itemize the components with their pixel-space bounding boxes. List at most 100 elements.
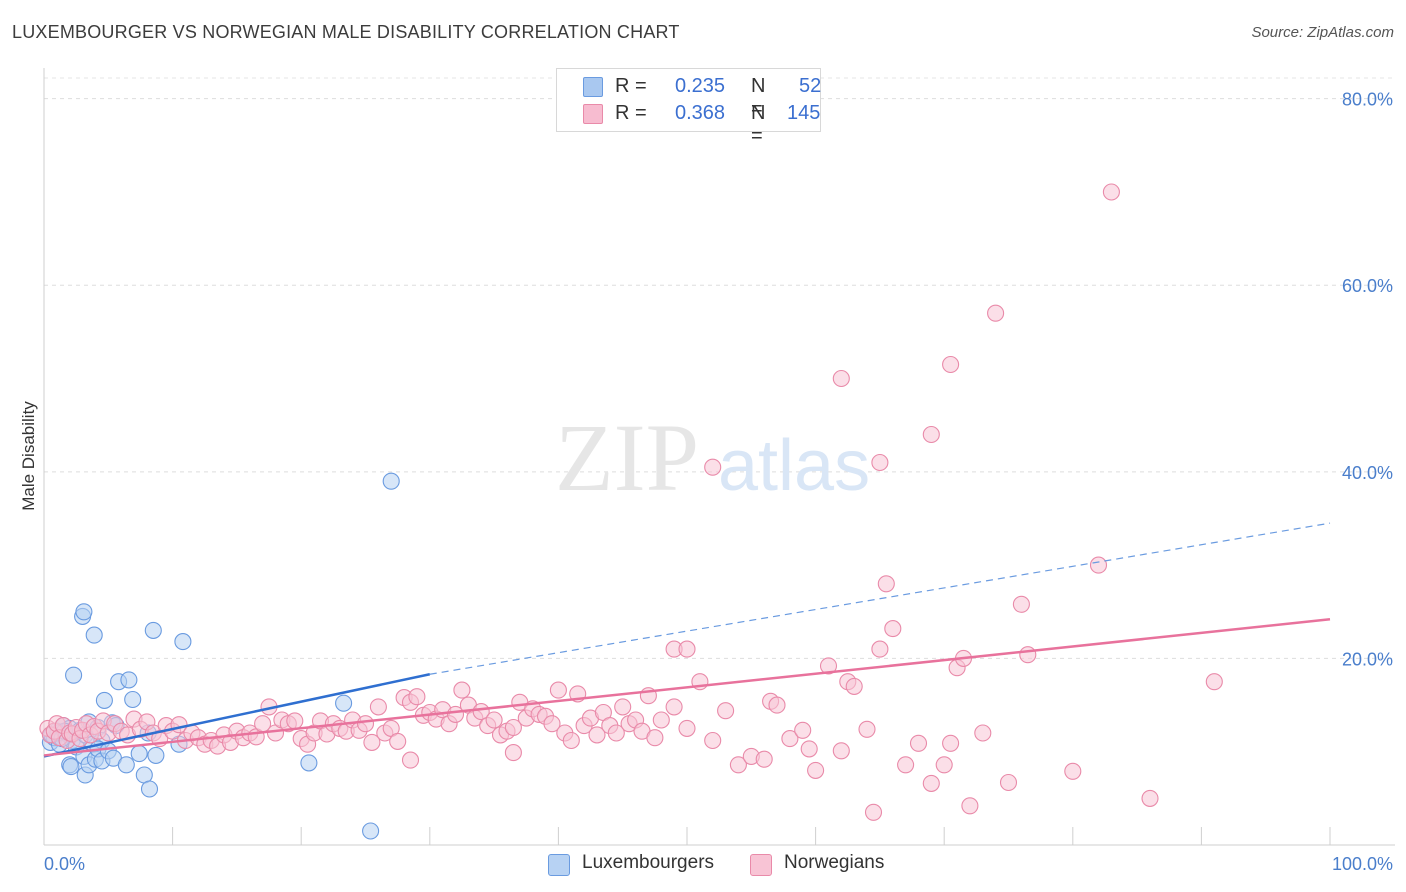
norwegian-point (922, 774, 940, 792)
norwegian-point (897, 756, 915, 774)
norwegian-point (871, 640, 889, 658)
y-axis-label: Male Disability (19, 401, 38, 511)
luxembourger-trend-line (43, 673, 431, 758)
trend-lines (43, 522, 1331, 758)
norwegian-point (1012, 595, 1030, 613)
legend-swatch-pink (583, 104, 603, 124)
norwegian-point (755, 750, 773, 768)
norwegian-point (729, 756, 747, 774)
tick-labels: 20.0% 40.0% 60.0% 80.0% 0.0% 100.0% (44, 90, 1393, 874)
luxembourger-trend-extension (429, 522, 1331, 675)
luxembourger-point (362, 822, 380, 840)
norwegian-point (807, 761, 825, 779)
bottom-legend-swatch-pink (750, 854, 772, 876)
norwegian-point (717, 702, 735, 720)
luxembourger-point (85, 626, 103, 644)
norwegian-point (453, 681, 471, 699)
luxembourger-point (300, 754, 318, 772)
norwegian-point (794, 721, 812, 739)
norwegian-point (562, 731, 580, 750)
luxembourger-point (117, 756, 135, 774)
source-credit: Source: ZipAtlas.com (1251, 24, 1394, 41)
norwegian-point (401, 751, 420, 769)
luxembourger-point (124, 690, 142, 709)
luxembourger-point (62, 758, 80, 776)
norwegian-point (369, 698, 387, 716)
legend-n-value: 145 (787, 102, 821, 124)
norwegian-point (614, 698, 632, 716)
norwegian-point (858, 720, 876, 738)
luxembourger-point (140, 780, 159, 798)
bottom-legend-label: Norwegians (784, 852, 885, 873)
legend-r-label: R = (615, 75, 647, 97)
legend-n-label: N = (751, 102, 766, 147)
luxembourger-point (147, 746, 165, 764)
legend-r-value: 0.368 (675, 102, 726, 124)
norwegian-point (832, 369, 850, 388)
norwegian-point (974, 724, 992, 742)
norwegian-point (588, 726, 606, 744)
luxembourger-point (95, 691, 113, 709)
legend-n-value: 52 (799, 75, 822, 97)
x-tick-label-min: 0.0% (44, 854, 85, 874)
legend-r-label: R = (615, 102, 647, 124)
norwegian-point (549, 681, 567, 699)
norwegian-point (356, 715, 375, 733)
watermark-atlas: atlas (718, 426, 870, 506)
norwegian-trend-line (43, 617, 1331, 757)
norwegian-point (922, 425, 940, 444)
norwegian-point (1205, 673, 1223, 691)
norwegian-point (909, 734, 928, 752)
norwegian-point (408, 688, 426, 706)
norwegian-point (607, 724, 625, 742)
legend-n-label: N = (751, 75, 766, 120)
y-tick-label: 80.0% (1342, 90, 1393, 110)
norwegian-point (665, 698, 683, 716)
norwegian-point (504, 718, 522, 737)
norwegian-point (942, 734, 960, 752)
correlation-legend: R = 0.235 N = 52 R = 0.368 N = 145 (556, 68, 822, 147)
norwegian-point (877, 575, 895, 593)
norwegian-point (1102, 183, 1120, 201)
norwegian-point (961, 797, 979, 815)
luxembourger-point (130, 745, 148, 763)
norwegian-point (845, 677, 863, 695)
norwegian-point (781, 730, 799, 748)
norwegian-point (768, 696, 786, 714)
norwegian-point (864, 803, 883, 821)
luxembourger-point (174, 633, 192, 651)
series-luxembourgers (41, 472, 400, 840)
legend-r-value: 0.235 (675, 75, 726, 97)
axes (43, 68, 1395, 846)
norwegian-point (646, 729, 664, 747)
luxembourger-point (144, 621, 162, 639)
bottom-legend-label: Luxembourgers (582, 852, 715, 873)
norwegian-point (999, 773, 1018, 792)
norwegian-point (935, 756, 953, 774)
norwegian-point (286, 712, 304, 730)
luxembourger-point (75, 603, 93, 621)
norwegian-point (1089, 556, 1108, 574)
norwegian-point (704, 731, 722, 750)
watermark: ZIP atlas (555, 404, 870, 511)
luxembourger-point (335, 694, 353, 712)
norwegian-point (987, 304, 1005, 322)
norwegian-point (1141, 789, 1159, 807)
watermark-zip: ZIP (555, 404, 699, 511)
norwegian-point (504, 744, 522, 762)
norwegian-point (942, 355, 960, 374)
luxembourger-point (382, 472, 400, 490)
norwegian-point (832, 742, 850, 760)
y-tick-label: 40.0% (1342, 463, 1393, 483)
legend-swatch-blue (583, 77, 603, 97)
norwegian-point (678, 640, 696, 658)
norwegian-point (678, 719, 696, 737)
norwegian-point (704, 458, 722, 476)
x-tick-label-max: 100.0% (1332, 854, 1393, 874)
luxembourger-point (120, 671, 138, 689)
norwegian-point (819, 657, 838, 675)
norwegian-point (389, 732, 407, 750)
norwegian-point (1064, 762, 1082, 780)
y-tick-label: 20.0% (1342, 649, 1393, 669)
